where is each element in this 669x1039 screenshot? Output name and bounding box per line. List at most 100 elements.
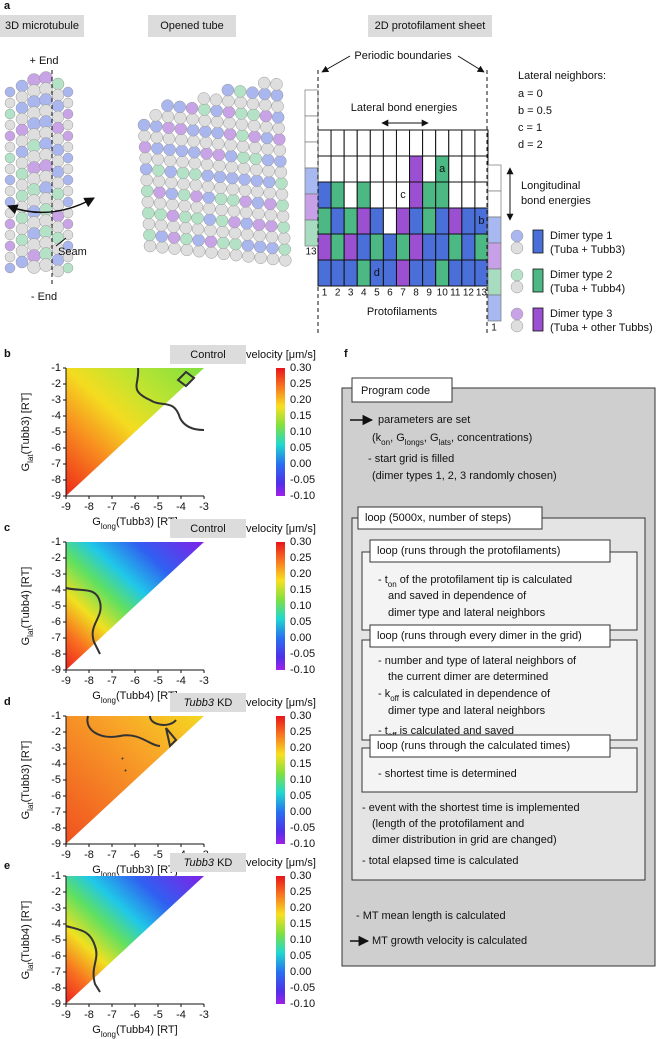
tubulin-sphere (275, 177, 288, 190)
tubulin-sphere (225, 160, 238, 174)
colorbar-tick-label: 0.20 (290, 742, 311, 754)
panel-title: Control (190, 349, 225, 361)
subscript: long (101, 696, 116, 705)
tubulin-sphere (253, 229, 266, 242)
tubulin-sphere (15, 233, 29, 247)
tubulin-sphere (234, 96, 247, 109)
subloop-box (361, 551, 638, 631)
x-tick-label: -7 (107, 849, 117, 861)
colorbar-tick-label: 0.15 (290, 410, 311, 422)
code-line: - event with the shortest time is implem… (362, 802, 580, 814)
y-tick-label: -1 (51, 362, 61, 374)
colorbar-tick-label: 0.25 (290, 552, 311, 564)
sheet-cell (422, 129, 437, 157)
tubulin-sphere (177, 188, 191, 202)
lateral-neighbor-item: b = 0.5 (518, 105, 552, 117)
tubulin-sphere (51, 121, 65, 135)
tubulin-sphere (191, 211, 204, 225)
sheet-cell (448, 181, 463, 209)
tubulin-sphere (246, 97, 260, 110)
tubulin-sphere (164, 165, 177, 178)
colorbar (276, 368, 285, 496)
tubulin-sphere (4, 163, 16, 175)
tubulin-sphere (252, 207, 265, 220)
y-tick-label: -8 (51, 822, 61, 834)
tubulin-sphere (51, 220, 65, 234)
tubulin-sphere (51, 165, 65, 179)
title-box (170, 345, 246, 364)
tubulin-sphere (176, 155, 189, 169)
tubulin-sphere (153, 197, 167, 210)
boundary-cell (304, 219, 319, 247)
sheet-cell (448, 155, 463, 183)
title-segment: KD (214, 697, 232, 709)
legend-sphere (510, 307, 524, 321)
tubulin-sphere (198, 103, 211, 116)
header: 2D protofilament sheet (375, 20, 486, 32)
tubulin-sphere (167, 220, 180, 233)
tubulin-sphere (266, 252, 280, 266)
y-tick-label: -8 (51, 648, 61, 660)
boundary-cell (304, 141, 319, 169)
tubulin-sphere (209, 93, 223, 107)
x-tick-label: -6 (130, 675, 140, 687)
title-segment: Control (190, 349, 225, 361)
y-tick-label: -2 (51, 378, 61, 390)
code-line: (length of the protofilament and (372, 818, 524, 830)
tubulin-sphere (51, 143, 65, 157)
title-segment: Control (190, 523, 225, 535)
code-line: - number and type of lateral neighbors o… (378, 655, 577, 667)
sheet-cell (461, 129, 476, 157)
sheet-cell (382, 259, 397, 287)
x-tick-label: -3 (199, 675, 209, 687)
x-axis-label: Glong(Tubb4) [RT] (92, 1024, 177, 1039)
subscript: on (381, 438, 390, 447)
sheet-cell (317, 207, 332, 235)
y-tick-label: -1 (51, 536, 61, 548)
tubulin-sphere (15, 222, 29, 236)
panel-label: f (344, 348, 348, 360)
x-tick-label: -8 (84, 675, 94, 687)
colorbar-title: velocity [μm/s] (246, 349, 316, 361)
tubulin-sphere (273, 144, 287, 157)
tubulin-sphere (197, 92, 211, 105)
boundary-cell (304, 89, 319, 117)
tubulin-sphere (62, 262, 74, 274)
tubulin-sphere (236, 140, 250, 153)
colorbar-tick-label: 0.15 (290, 584, 311, 596)
text-segment: - total elapsed time is calculated (362, 855, 519, 867)
plus-end: + End (29, 55, 58, 67)
tubulin-sphere (51, 231, 65, 245)
lateral-neighbor-item: d = 2 (518, 139, 543, 151)
tubulin-sphere (62, 251, 74, 263)
tubulin-sphere (163, 154, 177, 167)
tubulin-sphere (221, 83, 235, 97)
tubulin-sphere (200, 147, 213, 160)
sheet-cell (422, 259, 437, 287)
protofilament-number: 11 (450, 288, 461, 299)
code-line: dimer distribution in grid are changed) (372, 834, 557, 846)
tubulin-sphere (139, 162, 153, 176)
panel-label: d (4, 696, 11, 708)
grid-letter: d (374, 267, 380, 279)
sheet-cell (409, 207, 424, 235)
colorbar-tick-label: 0.30 (290, 362, 311, 374)
legend-name: Dimer type 2 (550, 269, 612, 281)
tubulin-sphere (51, 264, 65, 278)
tubulin-sphere (174, 111, 187, 125)
header-box (0, 15, 84, 37)
grid-letter: a (439, 163, 446, 175)
y-tick-label: -5 (51, 774, 61, 786)
tubulin-sphere (154, 219, 168, 232)
colorbar-tick-label: 0.30 (290, 870, 311, 882)
colorbar-tick-label: 0.10 (290, 426, 311, 438)
colorbar (276, 716, 285, 844)
sheet-cell (409, 181, 424, 209)
subscript: on (388, 580, 397, 589)
sheet-cell (395, 259, 411, 287)
tubulin-sphere (252, 218, 266, 231)
sheet-cell (422, 233, 437, 261)
boundary-cell (487, 242, 502, 270)
colorbar-tick-label: 0.00 (290, 966, 311, 978)
tubulin-sphere (251, 196, 265, 209)
